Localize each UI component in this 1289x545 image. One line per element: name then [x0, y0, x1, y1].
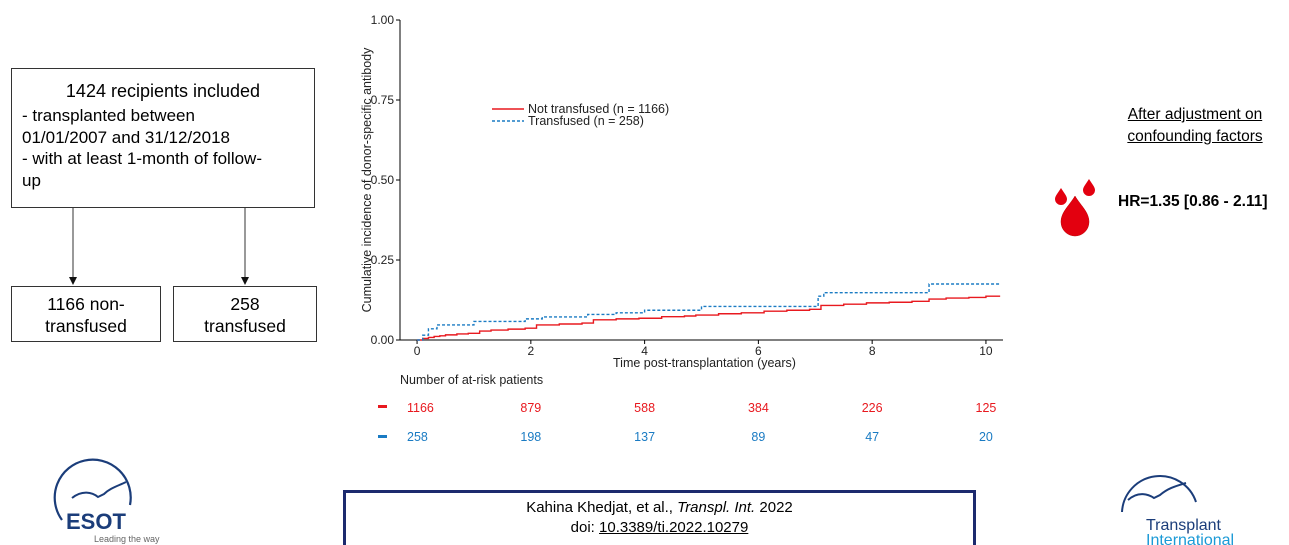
x-tick-label: 0 — [414, 344, 421, 358]
y-tick-label: 1.00 — [371, 13, 395, 27]
legend: Not transfused (n = 1166) Transfused (n … — [492, 102, 669, 128]
x-tick-label: 8 — [869, 344, 876, 358]
included-line-4: up — [22, 170, 41, 190]
large-drop-icon — [1060, 195, 1090, 237]
risk-count: 47 — [865, 430, 879, 444]
risk-row-not-transfused: 1166 879 588 384 226 125 — [407, 401, 996, 415]
adjustment-line-2: confounding factors — [1127, 128, 1263, 145]
series-not-transfused-line — [417, 295, 1001, 341]
risk-count: 879 — [520, 401, 541, 415]
nontransfused-line-2: transfused — [45, 316, 127, 336]
x-tick-label: 4 — [641, 344, 648, 358]
risk-marker-not-transfused — [378, 405, 387, 408]
x-tick-label: 10 — [979, 344, 993, 358]
risk-count: 20 — [979, 430, 993, 444]
transfused-box: 258 transfused — [173, 286, 317, 342]
cumulative-incidence-chart: 0.00 0.25 0.50 0.75 1.00 0 2 4 6 8 10 Cumulative … — [360, 13, 1003, 370]
transfused-line-1: 258 — [230, 294, 260, 314]
risk-count: 1166 — [407, 401, 434, 415]
adjustment-note: After adjustment on confounding factors — [1100, 104, 1289, 148]
nontransfused-line-1: 1166 non- — [47, 294, 125, 314]
esot-logo: ESOT Leading the way — [53, 458, 160, 544]
y-tick-label: 0.50 — [371, 173, 395, 187]
esot-logo-tagline: Leading the way — [94, 534, 160, 544]
x-tick-label: 2 — [527, 344, 534, 358]
y-ticks: 0.00 0.25 0.50 0.75 1.00 — [371, 13, 400, 347]
included-line-2: 01/01/2007 and 31/12/2018 — [22, 127, 230, 147]
risk-count: 384 — [748, 401, 769, 415]
risk-count: 137 — [634, 430, 655, 444]
y-tick-label: 0.75 — [371, 93, 395, 107]
x-tick-label: 6 — [755, 344, 762, 358]
risk-count: 258 — [407, 430, 428, 444]
x-axis-label: Time post-transplantation (years) — [613, 356, 796, 370]
included-title: 1424 recipients included — [65, 81, 261, 101]
citation-box: Kahina Khedjat, et al., Transpl. Int. 20… — [343, 490, 976, 545]
citation-authors: Kahina Khedjat, et al., — [526, 499, 678, 516]
series-transfused-line — [417, 283, 1001, 341]
x-ticks: 0 2 4 6 8 10 — [414, 340, 993, 358]
risk-count: 226 — [862, 401, 883, 415]
citation-line-1: Kahina Khedjat, et al., Transpl. Int. 20… — [346, 498, 973, 518]
included-recipients-box: 1424 recipients included - transplanted … — [11, 68, 315, 208]
risk-count: 89 — [751, 430, 765, 444]
citation-doi-link[interactable]: 10.3389/ti.2022.10279 — [599, 519, 749, 536]
ti-logo-line-1: Transplant — [1146, 517, 1222, 534]
transfused-line-2: transfused — [204, 316, 286, 336]
hazard-ratio: HR=1.35 [0.86 - 2.11] — [1118, 193, 1268, 210]
citation-year: 2022 — [755, 499, 793, 516]
risk-count: 198 — [520, 430, 541, 444]
y-tick-label: 0.00 — [371, 333, 395, 347]
y-axis-label: Cumulative incidence of donor-specific a… — [360, 47, 374, 312]
risk-count: 125 — [976, 401, 997, 415]
flow-arrows — [69, 208, 249, 285]
included-line-3: - with at least 1-month of follow- — [22, 149, 262, 168]
risk-row-transfused: 258 198 137 89 47 20 — [407, 430, 993, 444]
included-line-1: - transplanted between — [22, 106, 195, 125]
legend-label-transfused: Transfused (n = 258) — [528, 114, 644, 128]
small-drop-right-icon — [1083, 179, 1095, 196]
risk-table-title: Number of at-risk patients — [400, 373, 543, 387]
risk-count: 588 — [634, 401, 655, 415]
risk-table: Number of at-risk patients 1166 879 588 384… — [378, 373, 996, 444]
y-tick-label: 0.25 — [371, 253, 395, 267]
citation-line-2: doi: 10.3389/ti.2022.10279 — [346, 518, 973, 538]
nontransfused-box: 1166 non- transfused — [11, 286, 161, 342]
citation-journal: Transpl. Int. — [677, 499, 756, 516]
small-drop-left-icon — [1055, 188, 1067, 205]
blood-drops-icon — [1055, 179, 1095, 237]
ti-logo-line-2: International — [1146, 532, 1234, 545]
transplant-international-logo: Transplant International — [1121, 475, 1234, 545]
risk-marker-transfused — [378, 435, 387, 438]
legend-label-not-transfused: Not transfused (n = 1166) — [528, 102, 669, 116]
esot-logo-text: ESOT — [66, 509, 126, 534]
citation-doi-prefix: doi: — [570, 519, 600, 536]
adjustment-line-1: After adjustment on — [1127, 106, 1263, 123]
